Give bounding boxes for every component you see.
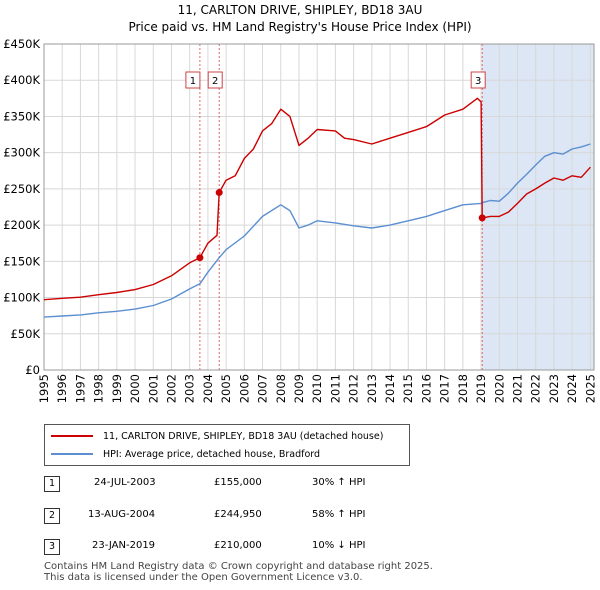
x-tick-label: 1996 — [55, 374, 69, 403]
highlight-band — [482, 44, 594, 370]
sale-hpi: 10% ↓ HPI — [312, 540, 366, 551]
x-tick-label: 2018 — [456, 374, 470, 403]
x-tick-label: 2025 — [583, 374, 597, 403]
y-tick-label: £300K — [3, 146, 40, 160]
footer-line-1: Contains HM Land Registry data © Crown c… — [44, 561, 433, 572]
sale-marker-box — [470, 71, 486, 89]
x-tick-label: 2016 — [419, 374, 433, 403]
sale-row: 2 13-AUG-2004 £244,950 58% ↑ HPI — [0, 508, 600, 526]
sale-point — [215, 189, 223, 197]
y-tick-label: £0 — [25, 363, 40, 377]
x-tick-label: 2017 — [438, 374, 452, 403]
x-tick-label: 2021 — [511, 374, 525, 403]
sale-hpi: 30% ↑ HPI — [312, 477, 366, 488]
sale-row: 3 23-JAN-2019 £210,000 10% ↓ HPI — [0, 539, 600, 557]
legend: 11, CARLTON DRIVE, SHIPLEY, BD18 3AU (de… — [44, 424, 410, 466]
x-tick-label: 2009 — [292, 374, 306, 403]
x-tick-label: 2000 — [128, 374, 142, 403]
sale-point — [196, 254, 204, 262]
sale-price: £244,950 — [214, 509, 262, 520]
x-tick-label: 2006 — [237, 374, 251, 403]
sale-marker-label: 3 — [475, 76, 481, 87]
sale-marker-box — [185, 71, 201, 89]
x-tick-label: 2019 — [474, 374, 488, 403]
y-tick-label: £100K — [3, 291, 40, 305]
x-tick-label: 1999 — [110, 374, 124, 403]
plot-border — [43, 43, 595, 371]
sale-marker-label: 1 — [190, 76, 196, 87]
y-tick-label: £50K — [11, 327, 41, 341]
sale-row: 1 24-JUL-2003 £155,000 30% ↑ HPI — [0, 476, 600, 494]
y-tick-label: £400K — [3, 73, 40, 87]
x-tick-label: 1998 — [92, 374, 106, 403]
footer: Contains HM Land Registry data © Crown c… — [44, 561, 433, 583]
x-tick-label: 2014 — [383, 374, 397, 403]
sale-date: 24-JUL-2003 — [94, 477, 156, 488]
x-tick-label: 2024 — [565, 374, 579, 403]
legend-item-property: 11, CARLTON DRIVE, SHIPLEY, BD18 3AU (de… — [51, 428, 383, 444]
x-tick-label: 2011 — [328, 374, 342, 403]
x-tick-label: 1997 — [73, 374, 87, 403]
x-tick-label: 2003 — [183, 374, 197, 403]
x-tick-label: 2010 — [310, 374, 324, 403]
hpi-line — [43, 143, 591, 318]
y-tick-label: £350K — [3, 109, 40, 123]
x-tick-label: 1995 — [37, 374, 51, 403]
x-tick-label: 2002 — [164, 374, 178, 403]
y-tick-label: £450K — [3, 37, 40, 51]
y-tick-label: £150K — [3, 254, 40, 268]
footer-line-2: This data is licensed under the Open Gov… — [44, 572, 363, 583]
legend-label-property: 11, CARLTON DRIVE, SHIPLEY, BD18 3AU (de… — [103, 430, 384, 442]
sale-price: £155,000 — [214, 477, 262, 488]
sale-marker-label: 2 — [212, 76, 218, 87]
property-price-line — [43, 97, 591, 301]
chart-subtitle: Price paid vs. HM Land Registry's House … — [128, 20, 472, 34]
x-tick-label: 2015 — [401, 374, 415, 403]
legend-item-hpi: HPI: Average price, detached house, Brad… — [51, 446, 320, 462]
legend-swatch-hpi — [51, 453, 93, 455]
x-tick-label: 2013 — [365, 374, 379, 403]
y-tick-label: £250K — [3, 182, 40, 196]
x-tick-label: 2020 — [492, 374, 506, 403]
sale-point — [478, 214, 486, 222]
sale-number: 1 — [44, 476, 60, 492]
x-tick-label: 2005 — [219, 374, 233, 403]
legend-swatch-property — [51, 435, 93, 437]
x-tick-label: 2007 — [256, 374, 270, 403]
sale-date: 23-JAN-2019 — [92, 540, 156, 551]
sale-price: £210,000 — [214, 540, 262, 551]
sale-hpi: 58% ↑ HPI — [312, 509, 366, 520]
x-tick-label: 2022 — [529, 374, 543, 403]
sale-number: 2 — [44, 508, 60, 524]
x-tick-label: 2008 — [274, 374, 288, 403]
x-tick-label: 2023 — [547, 374, 561, 403]
x-tick-label: 2012 — [347, 374, 361, 403]
sale-marker-box — [207, 71, 223, 89]
price-chart: £0 £50K £100K £150K £200K £250K £300K £350K £400… — [3, 37, 597, 403]
sale-date: 13-AUG-2004 — [88, 509, 156, 520]
legend-label-hpi: HPI: Average price, detached house, Brad… — [103, 448, 321, 460]
chart-title: 11, CARLTON DRIVE, SHIPLEY, BD18 3AU — [177, 3, 423, 17]
x-tick-label: 2004 — [201, 374, 215, 403]
sale-number: 3 — [44, 539, 60, 555]
y-tick-label: £200K — [3, 218, 40, 232]
x-tick-label: 2001 — [146, 374, 160, 403]
